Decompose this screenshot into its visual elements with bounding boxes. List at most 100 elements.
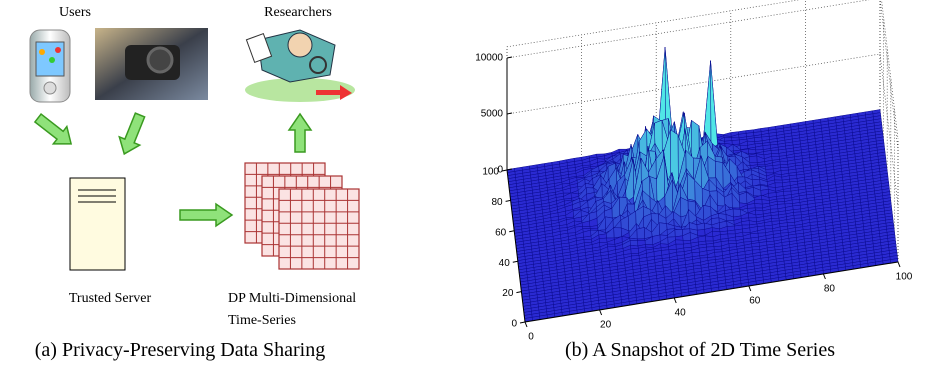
surface-cell [573,272,581,276]
surface-cell [726,144,734,152]
surface-cell [852,125,860,129]
surface-cell [550,276,558,280]
surface-cell [532,189,540,193]
surface-cell [737,245,745,249]
surface-cell [560,230,568,234]
surface-cell [549,204,557,209]
surface-cell [535,278,543,282]
surface-cell [655,120,663,157]
surface-cell [850,178,858,182]
surface-cell [670,262,678,267]
surface-cell [767,241,775,245]
surface-cell [589,285,597,289]
surface-cell [582,286,590,290]
surface-cell [684,113,692,190]
grid-line [507,0,880,58]
surface-cell [572,198,580,201]
surface-cell [843,182,851,186]
surface-cell [836,184,844,188]
surface-cell [875,261,883,265]
surface-cell [689,291,697,295]
surface-cell [512,208,520,212]
surface-cell [712,223,720,229]
surface-cell [787,157,795,161]
surface-cell [817,221,825,225]
surface-cell [778,146,786,150]
surface-cell [772,156,780,160]
surface-cell [591,235,599,242]
surface-cell [754,195,762,200]
surface-cell [834,171,842,175]
surface-cell [587,270,595,274]
surface-cell [544,227,552,232]
surface-cell [615,245,623,250]
surface-cell [759,242,767,247]
surface-cell [514,229,522,233]
surface-cell [790,123,798,127]
surface-cell [755,203,763,208]
surface-cell [678,267,686,271]
surface-cell [709,272,717,277]
surface-cell [837,193,845,197]
surface-cell [740,148,748,150]
surface-cell [775,252,783,256]
surface-cell [777,199,785,202]
surface-cell [841,226,849,230]
surface-cell [573,207,581,211]
surface-cell [618,271,626,276]
surface-cell [758,233,766,237]
surface-cell [640,261,648,266]
surface-cell [701,156,709,189]
surface-cell [769,193,777,198]
surface-cell [539,247,547,251]
surface-cell [660,154,668,178]
surface-cell [791,190,799,195]
surface-cell [552,288,560,292]
surface-cell [796,171,804,175]
surface-cell [695,277,703,281]
surface-cell [705,132,713,172]
surface-cell [545,230,553,234]
surface-cell [700,141,708,178]
surface-cell [814,128,822,132]
surface-cell [836,125,844,129]
surface-cell [713,147,721,172]
surface-cell [639,257,647,262]
users-label: Users [59,5,91,20]
surface-cell [867,191,875,195]
surface-cell [874,122,882,126]
surface-cell [532,248,540,252]
surface-cell [577,177,585,180]
surface-cell [567,226,575,231]
surface-cell [622,158,630,177]
z-tick-label: 10000 [475,53,503,64]
surface-cell [608,250,616,255]
surface-cell [866,182,874,186]
surface-cell [774,170,782,174]
surface-cell [849,228,857,232]
surface-cell [744,170,752,180]
surface-cell [765,231,773,235]
surface-cell [757,156,765,163]
surface-cell [843,179,851,183]
surface-cell [686,266,694,271]
surface-cell [860,198,868,202]
surface-cell [735,232,743,237]
surface-cell [527,273,535,277]
surface-cell [718,147,726,150]
surface-cell [529,292,537,296]
surface-cell [619,280,627,284]
surface-cell [576,303,584,307]
surface-cell [642,176,650,185]
surface-cell [825,222,833,226]
surface-cell [666,294,674,298]
surface-cell [872,165,880,169]
surface-cell [770,271,778,275]
surface-cell [882,189,890,193]
surface-cell [877,214,885,218]
surface-cell [737,177,745,186]
surface-cell [762,270,770,274]
surface-cell [868,203,876,207]
surface-cell [833,162,841,166]
surface-cell [809,148,817,152]
